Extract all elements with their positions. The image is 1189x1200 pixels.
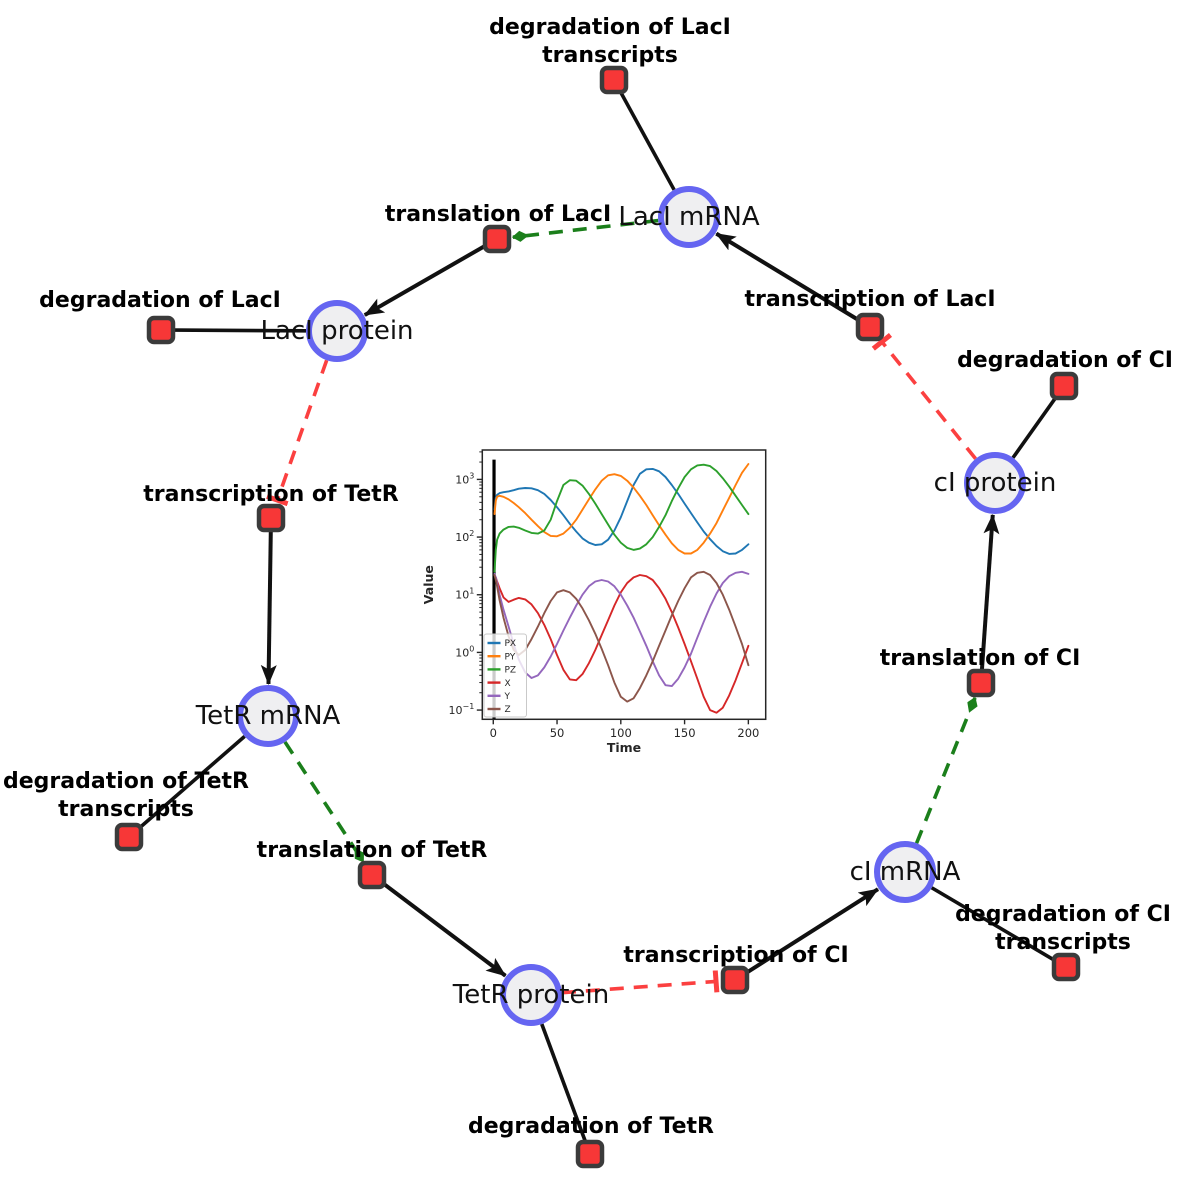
timecourse-inset-plot: 10−1 100 101 102 103 0 50 100 150 200 Time Value PX P… [421, 449, 767, 755]
reaction-label-transcription-laci: transcription of LacI [744, 287, 995, 312]
species-label-tetr-mrna: TetR mRNA [195, 701, 341, 731]
edge-consumption-tetr-protein-to-deg-tetr [540, 1023, 588, 1143]
legend-label-PY: PY [505, 652, 516, 662]
reaction-label-deg-tetr: degradation of TetR [468, 1114, 714, 1139]
edge-inhibition-laci-protein-to-transcription-tetr [266, 359, 329, 507]
edge-layer [137, 90, 1058, 1143]
species-node-tetr-protein[interactable] [500, 964, 562, 1026]
y-tick-label: 103 [455, 471, 474, 486]
species-node-tetr-mrna[interactable] [237, 685, 299, 747]
x-tick-label: 0 [490, 726, 497, 740]
y-tick-label: 10−1 [449, 702, 475, 717]
edge-consumption-laci-protein-to-deg-laci [173, 328, 307, 333]
species-label-ci-mrna: cI mRNA [850, 857, 961, 887]
x-tick-label: 200 [737, 726, 759, 740]
reaction-label-deg-tetr-transcripts-line2: transcripts [58, 797, 194, 822]
legend-label-Z: Z [505, 705, 511, 715]
species-label-laci-protein: LacI protein [260, 316, 413, 346]
edge-production-transcription-ci-to-ci-mrna [744, 887, 880, 975]
edge-production-translation-ci-to-ci-protein [979, 513, 1000, 671]
edge-production-transcription-tetr-to-tetr-mrna [260, 530, 277, 686]
edge-consumption-ci-protein-to-deg-ci [1011, 395, 1058, 459]
edge-production-translation-laci-to-laci-protein [363, 243, 487, 317]
reaction-node-translation-tetr[interactable] [357, 860, 387, 890]
legend-label-Y: Y [504, 692, 511, 702]
plot-frame [481, 449, 767, 721]
reaction-label-deg-laci: degradation of LacI [39, 288, 281, 313]
reaction-node-deg-tetr-transcripts[interactable] [114, 822, 144, 852]
edge-production-translation-tetr-to-tetr-protein [381, 881, 507, 978]
reaction-label-deg-laci-transcripts-line2: transcripts [542, 43, 678, 68]
reaction-node-deg-ci-transcripts[interactable] [1051, 952, 1081, 982]
species-node-laci-mrna[interactable] [658, 186, 720, 248]
species-label-ci-protein: cI protein [934, 468, 1057, 498]
x-tick-label: 100 [610, 726, 632, 740]
reaction-label-transcription-ci: transcription of CI [623, 943, 848, 968]
series-line-PX [493, 467, 750, 555]
y-axis-title: Value [421, 565, 436, 604]
edge-production-transcription-laci-to-laci-mrna [715, 231, 860, 322]
edge-modifier-ci-mrna-to-translation-ci [914, 696, 978, 844]
species-node-ci-mrna[interactable] [874, 841, 936, 903]
x-axis-title: Time [607, 740, 641, 755]
reaction-node-transcription-laci[interactable] [855, 312, 885, 342]
legend-label-PZ: PZ [505, 666, 517, 676]
reaction-label-translation-ci: translation of CI [880, 646, 1081, 671]
reaction-label-deg-ci-transcripts-line1: degradation of CI [955, 902, 1171, 927]
reaction-label-deg-ci-transcripts-line2: transcripts [995, 930, 1131, 955]
reaction-label-deg-ci: degradation of CI [957, 348, 1173, 373]
species-label-tetr-protein: TetR protein [452, 980, 609, 1010]
edge-consumption-ci-mrna-to-deg-ci-transcripts [930, 886, 1056, 962]
edge-modifier-laci-mrna-to-translation-laci [511, 218, 659, 242]
reaction-node-translation-ci[interactable] [966, 668, 996, 698]
reaction-label-deg-tetr-transcripts-line1: degradation of TetR [3, 769, 249, 794]
series-line-PZ [493, 463, 750, 573]
edge-inhibition-ci-protein-to-transcription-laci [871, 332, 978, 460]
reaction-node-deg-tetr[interactable] [575, 1139, 605, 1169]
legend-label-X: X [505, 679, 511, 689]
reaction-node-deg-laci-transcripts[interactable] [599, 65, 629, 95]
reaction-node-transcription-ci[interactable] [720, 965, 750, 995]
edge-inhibition-tetr-protein-to-transcription-ci [561, 970, 720, 995]
species-node-ci-protein[interactable] [964, 452, 1026, 514]
label-layer: degradation of LacI transcripts translatio… [3, 15, 1173, 1139]
legend-label-PX: PX [505, 639, 517, 649]
node-layer [114, 65, 1081, 1169]
reaction-label-transcription-tetr: transcription of TetR [143, 482, 399, 507]
reaction-label-translation-laci: translation of LacI [385, 202, 611, 227]
y-tick-label: 102 [455, 529, 474, 544]
species-label-laci-mrna: LacI mRNA [618, 202, 759, 232]
y-tick-label: 101 [455, 587, 474, 602]
series-line-X [493, 574, 750, 714]
y-tick-label: 100 [455, 644, 474, 659]
reaction-label-translation-tetr: translation of TetR [257, 838, 488, 863]
x-tick-label: 150 [674, 726, 696, 740]
reaction-label-deg-laci-transcripts-line1: degradation of LacI [489, 15, 731, 40]
species-node-laci-protein[interactable] [306, 300, 368, 362]
reaction-node-deg-ci[interactable] [1049, 371, 1079, 401]
x-tick-label: 50 [550, 726, 565, 740]
series-line-PY [493, 463, 750, 555]
edge-consumption-tetr-mrna-to-deg-tetr-transcripts [137, 734, 246, 830]
reaction-node-transcription-tetr[interactable] [256, 503, 286, 533]
reaction-node-translation-laci[interactable] [482, 224, 512, 254]
reaction-node-deg-laci[interactable] [146, 315, 176, 345]
edge-consumption-laci-mrna-to-deg-laci-transcripts [618, 90, 676, 191]
